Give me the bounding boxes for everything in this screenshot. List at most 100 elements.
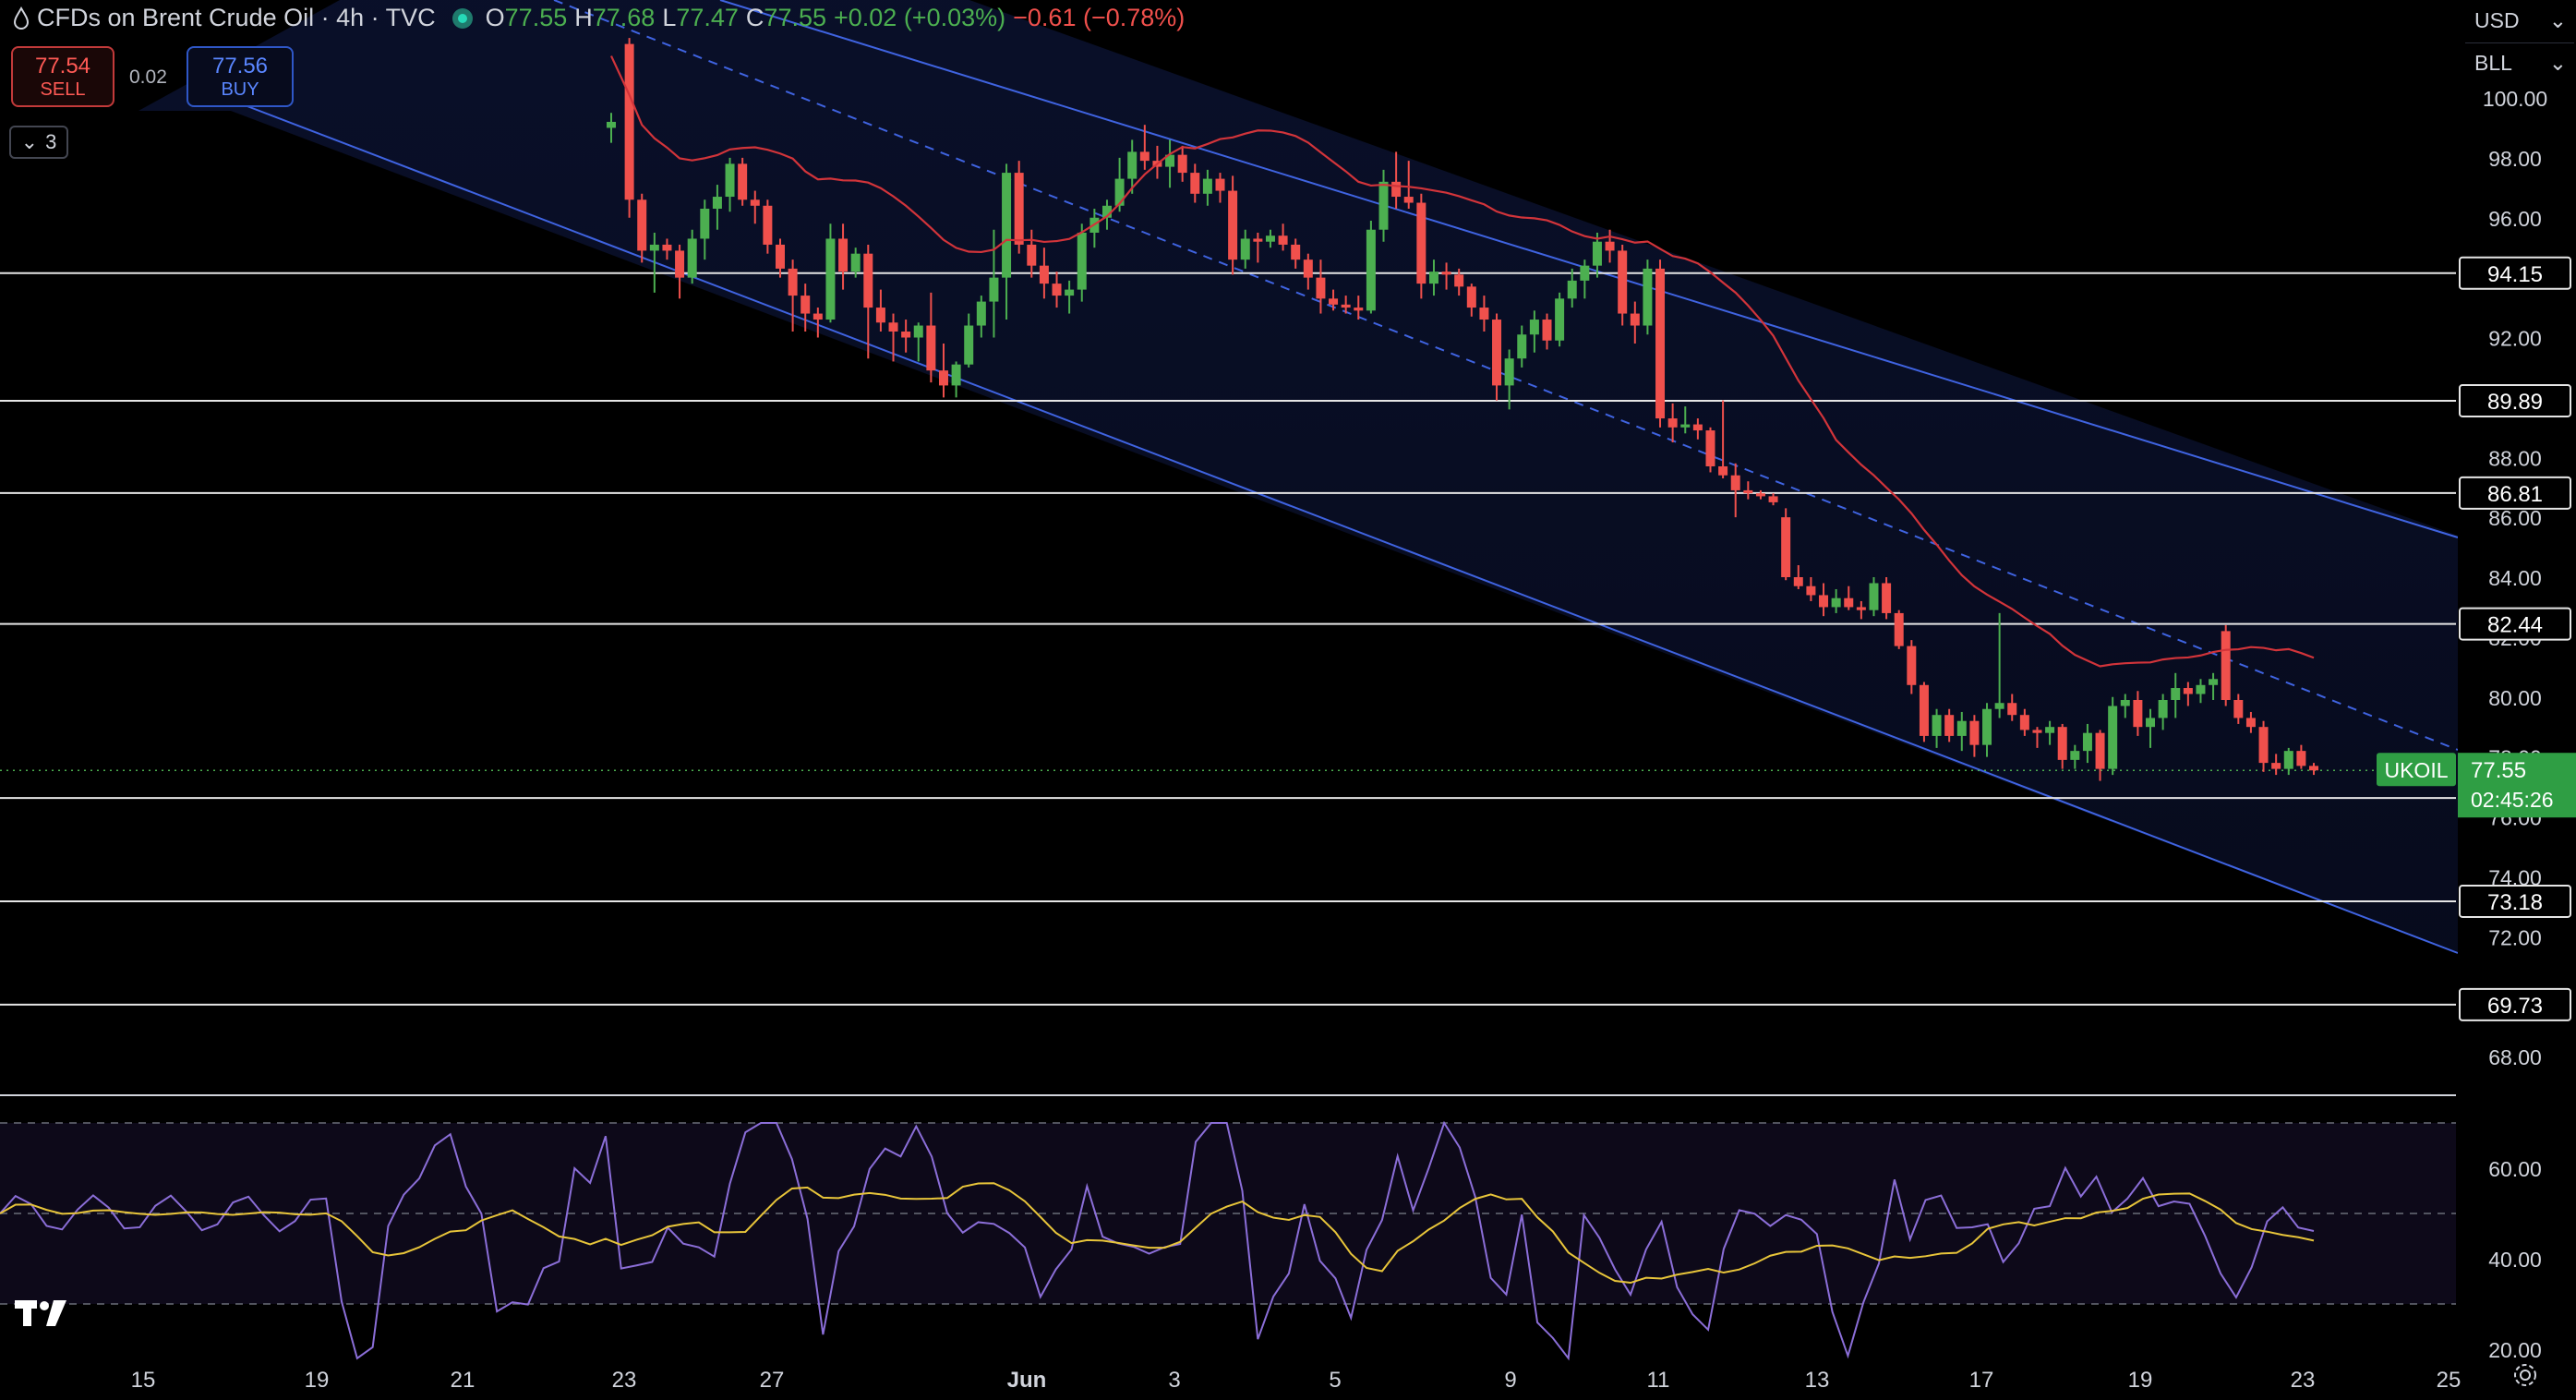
candle-body	[2158, 699, 2168, 718]
countdown-label: 02:45:26	[2471, 788, 2554, 812]
indicator-count: 3	[45, 130, 57, 153]
candle-body	[1667, 418, 1678, 428]
candle-body	[2095, 732, 2105, 769]
tradingview-logo-icon[interactable]	[13, 1297, 72, 1330]
chevron-down-icon: ⌄	[20, 130, 39, 153]
rsi-ma-line	[0, 1182, 2315, 1285]
gear-icon[interactable]	[2511, 1361, 2539, 1389]
time-tick-label: 23	[612, 1368, 637, 1393]
candle-body	[2007, 703, 2017, 716]
candle-body	[2196, 684, 2206, 694]
level-label: 89.89	[2487, 390, 2543, 415]
candle-body	[1793, 577, 1803, 586]
time-axis[interactable]: 15 19 21 23 27 Jun 3 5 9 11 13 17 19 23 25	[131, 1368, 2462, 1393]
candle-body	[1982, 708, 1992, 745]
candle-body	[750, 199, 760, 206]
spread-value: 0.02	[129, 66, 167, 88]
price-tick-label: 84.00	[2488, 566, 2542, 590]
symbol-legend[interactable]: CFDs on Brent Crude Oil · 4h · TVC O 77.5…	[13, 4, 1192, 32]
price-tick-label: 100.00	[2483, 87, 2547, 111]
candle-body	[1101, 205, 1112, 218]
time-tick-label: 5	[1329, 1368, 1341, 1393]
candle-body	[763, 205, 773, 245]
time-tick-label: 9	[1504, 1368, 1516, 1393]
oil-drop-icon	[13, 6, 30, 30]
candle-body	[2120, 699, 2130, 706]
currency-select[interactable]: USD ⌄	[2465, 0, 2574, 41]
sell-button[interactable]: 77.54 SELL	[11, 46, 114, 107]
indicators-toggle-button[interactable]: ⌄ 3	[9, 126, 68, 159]
unit-select[interactable]: BLL ⌄	[2465, 42, 2574, 83]
price-tick-label: 80.00	[2488, 686, 2542, 710]
regression-channel[interactable]	[138, 0, 2459, 954]
candle-body	[2082, 732, 2092, 752]
candle-body	[1806, 585, 1816, 596]
rsi-pane[interactable]	[0, 1120, 2456, 1361]
candle-body	[1655, 268, 1666, 419]
candle-body	[1819, 595, 1829, 608]
candle-body	[2146, 718, 2156, 728]
candle-body	[1027, 244, 1037, 266]
candle-body	[687, 238, 697, 278]
buy-label: BUY	[221, 79, 259, 100]
time-tick-label: 19	[305, 1368, 330, 1393]
candle-body	[1014, 173, 1024, 245]
level-label-box	[2459, 884, 2571, 918]
candle-body	[1907, 646, 1917, 685]
price-tick-label: 68.00	[2488, 1045, 2542, 1069]
low-label: L	[662, 4, 677, 31]
candle-body	[1139, 151, 1150, 162]
candle-body	[1605, 241, 1615, 251]
price-tick-label: 96.00	[2488, 207, 2542, 231]
candle-body	[1529, 320, 1539, 335]
candle-body	[1354, 308, 1364, 311]
candle-body	[1869, 583, 1879, 610]
candle-body	[649, 244, 659, 251]
candle-body	[863, 253, 873, 308]
candle-body	[1517, 334, 1527, 359]
symbol-title[interactable]: CFDs on Brent Crude Oil · 4h · TVC	[37, 4, 436, 31]
open-label: O	[485, 4, 505, 31]
day-change: −0.61 (−0.78%)	[1013, 4, 1186, 31]
time-tick-label: 23	[2291, 1368, 2316, 1393]
rsi-tick-label: 20.00	[2488, 1338, 2542, 1362]
candle-body	[1969, 720, 1980, 745]
price-axis[interactable]: 100.0098.0096.0094.0092.0090.0088.0086.0…	[2377, 0, 2576, 1095]
horizontal-levels[interactable]	[0, 272, 2456, 1006]
candle-body	[1253, 238, 1263, 242]
candle-body	[2271, 763, 2281, 769]
market-open-icon	[451, 7, 473, 29]
candle-body	[1894, 612, 1904, 646]
candle-body	[1994, 703, 2004, 709]
candle-body	[1228, 190, 1238, 260]
price-tick-label: 86.00	[2488, 506, 2542, 530]
candle-body	[964, 325, 974, 365]
time-tick-label: 3	[1168, 1368, 1180, 1393]
candle-body	[2183, 688, 2193, 694]
channel-fill	[138, 0, 2458, 953]
candle-body	[1466, 286, 1476, 308]
candle-body	[1718, 465, 1728, 476]
level-label: 86.81	[2487, 482, 2543, 507]
candle-body	[850, 253, 861, 272]
candle-body	[738, 163, 748, 200]
candle-body	[2258, 727, 2269, 764]
candle-body	[1329, 298, 1339, 305]
channel-median-line	[553, 0, 2459, 751]
candle-body	[1755, 493, 1765, 497]
candle-body	[1932, 715, 1942, 736]
candle-body	[1956, 720, 1967, 736]
candle-body	[2057, 727, 2067, 760]
time-tick-label: 11	[1647, 1368, 1670, 1393]
candle-body	[1692, 424, 1703, 431]
candle-body	[1240, 238, 1250, 260]
buy-button[interactable]: 77.56 BUY	[187, 46, 294, 107]
time-tick-label: 13	[1805, 1368, 1830, 1393]
candle-body	[813, 313, 823, 320]
candle-body	[2032, 730, 2042, 733]
level-label: 73.18	[2487, 890, 2543, 915]
candle-body	[875, 308, 885, 323]
rsi-band	[0, 1123, 2456, 1304]
candle-body	[1127, 151, 1138, 179]
